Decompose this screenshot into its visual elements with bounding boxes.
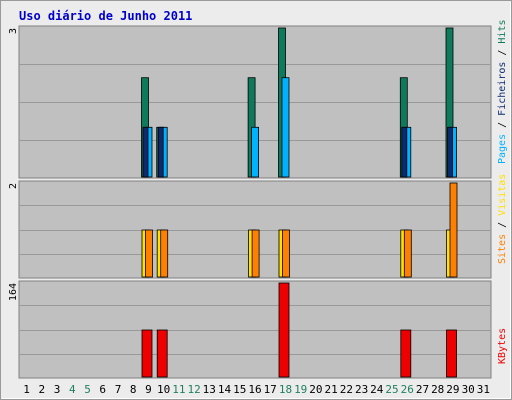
bar-kbytes-day-11 [156,329,168,378]
bar-sites-day-17 [251,229,260,278]
bar-kbytes-day-27 [400,329,412,378]
x-tick-label-day-1: 1 [23,383,30,396]
bar-kbytes-day-19 [278,282,290,378]
bar-ficheiros-day-17 [251,126,260,178]
x-tick-label-day-22: 22 [340,383,353,396]
bar-kbytes-day-30 [446,329,457,378]
x-tick-label-day-23: 23 [355,383,368,396]
x-tick-label-day-2: 2 [38,383,45,396]
legend-item-sites: Sites [497,234,508,264]
y-max-label: 164 [8,283,19,301]
x-tick-label-day-5: 5 [84,383,91,396]
legend-item-pages: Pages [497,134,508,164]
legend: KBytes [497,328,508,364]
panel-2: 2 Sites / Visitas [8,174,508,279]
x-tick-label-day-13: 13 [203,383,216,396]
x-tick-label-day-4: 4 [69,383,76,396]
bar-pages-day-27 [401,126,408,178]
x-tick-label-day-21: 21 [324,383,337,396]
x-tick-label-day-6: 6 [99,383,106,396]
legend-separator: / [497,216,508,234]
y-max-label: 2 [8,183,19,189]
bar-ficheiros-day-19 [281,77,290,178]
x-tick-label-day-16: 16 [248,383,261,396]
bar-sites-day-19 [282,229,290,278]
x-tick-label-day-12: 12 [187,383,200,396]
panel-background [18,280,492,379]
bar-pages-day-30 [447,126,453,178]
x-tick-label-day-11: 11 [172,383,185,396]
x-tick-label-day-25: 25 [385,383,398,396]
x-tick-label-day-29: 29 [446,383,459,396]
y-max-label: 3 [8,28,19,34]
x-tick-label-day-15: 15 [233,383,246,396]
x-tick-label-day-24: 24 [370,383,384,396]
legend: Sites / Visitas [497,174,508,264]
legend-item-visitas: Visitas [497,174,508,216]
legend-item-kbytes: KBytes [497,328,508,364]
x-tick-label-day-19: 19 [294,383,307,396]
x-tick-label-day-26: 26 [401,383,414,396]
bar-sites-day-27 [403,229,412,278]
x-tick-label-day-31: 31 [477,383,490,396]
bar-sites-day-11 [160,229,169,278]
x-tick-label-day-18: 18 [279,383,292,396]
bar-kbytes-day-10 [141,329,153,378]
panel-3: 164 KBytes [8,280,508,379]
x-axis-labels: 1 2 3 4 5 6 7 8 9 10 11 12 13 14 15 16 17 18 19 20 21 22 23 24 2… [23,383,490,396]
x-tick-label-day-28: 28 [431,383,444,396]
bar-pages-day-10 [142,126,149,178]
chart-panels: 3 Pages / Ficheiros / Hits 2 Sites / Visita… [8,19,508,379]
x-tick-label-day-30: 30 [462,383,475,396]
legend-separator: / [497,44,508,62]
x-tick-label-day-9: 9 [145,383,152,396]
x-tick-label-day-7: 7 [115,383,122,396]
x-tick-label-day-27: 27 [416,383,429,396]
x-tick-label-day-17: 17 [264,383,277,396]
x-tick-label-day-3: 3 [54,383,61,396]
x-tick-label-day-14: 14 [218,383,232,396]
legend: Pages / Ficheiros / Hits [497,19,508,164]
legend-item-ficheiros: Ficheiros [497,62,508,116]
panel-1: 3 Pages / Ficheiros / Hits [8,19,508,179]
chart-title: Uso diário de Junho 2011 [19,9,192,23]
bar-sites-day-30 [449,182,458,278]
bar-sites-day-10 [145,229,153,278]
x-tick-label-day-10: 10 [157,383,170,396]
bar-pages-day-11 [157,126,164,178]
legend-separator: / [497,116,508,134]
x-tick-label-day-20: 20 [309,383,322,396]
legend-item-hits: Hits [497,19,508,43]
x-tick-label-day-8: 8 [130,383,137,396]
